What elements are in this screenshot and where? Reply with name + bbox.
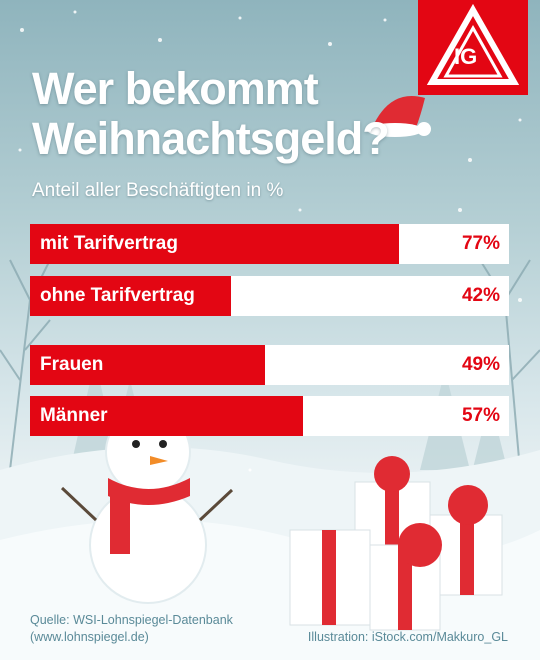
logo-text: IG bbox=[454, 44, 478, 69]
bar-value-label: 49% bbox=[461, 354, 500, 375]
bar-value-label: 42% bbox=[461, 285, 500, 306]
source-line-2: (www.lohnspiegel.de) bbox=[30, 630, 149, 644]
bar-row: Frauen 49% bbox=[30, 345, 509, 385]
illustration-credit: Illustration: iStock.com/Makkuro_GL bbox=[307, 630, 508, 644]
logo-mark-icon bbox=[426, 3, 520, 85]
bar-fill bbox=[30, 276, 231, 316]
gift-boxes-illustration bbox=[289, 456, 503, 631]
bar-label: ohne Tarifvertrag bbox=[40, 285, 195, 306]
bar-value-label: 57% bbox=[461, 405, 500, 426]
source-line-1: Quelle: WSI-Lohnspiegel-Datenbank bbox=[30, 613, 233, 627]
bar-row: ohne Tarifvertrag 42% bbox=[30, 276, 509, 316]
bar-row: mit Tarifvertrag 77% bbox=[30, 224, 509, 264]
santa-hat-icon bbox=[367, 96, 431, 137]
bar-row: Männer 57% bbox=[30, 396, 509, 436]
bar-fill bbox=[30, 345, 265, 385]
title-line-2: Weihnachtsgeld? bbox=[32, 113, 390, 164]
bar-label: Frauen bbox=[40, 354, 104, 375]
bar-value-label: 77% bbox=[461, 233, 500, 254]
source-note: Quelle: WSI-Lohnspiegel-Datenbank (www.l… bbox=[30, 612, 233, 646]
bar-label: mit Tarifvertrag bbox=[40, 233, 178, 254]
page-title: Wer bekommt Weihnachtsgeld? bbox=[32, 64, 412, 164]
title-line-1: Wer bekommt bbox=[32, 63, 319, 114]
bar-fill bbox=[30, 396, 303, 436]
subtitle: Anteil aller Beschäftigten in % bbox=[32, 180, 284, 201]
bar-label: Männer bbox=[40, 405, 108, 426]
bar-fill bbox=[30, 224, 399, 264]
ig-metall-logo: IG bbox=[418, 0, 528, 95]
